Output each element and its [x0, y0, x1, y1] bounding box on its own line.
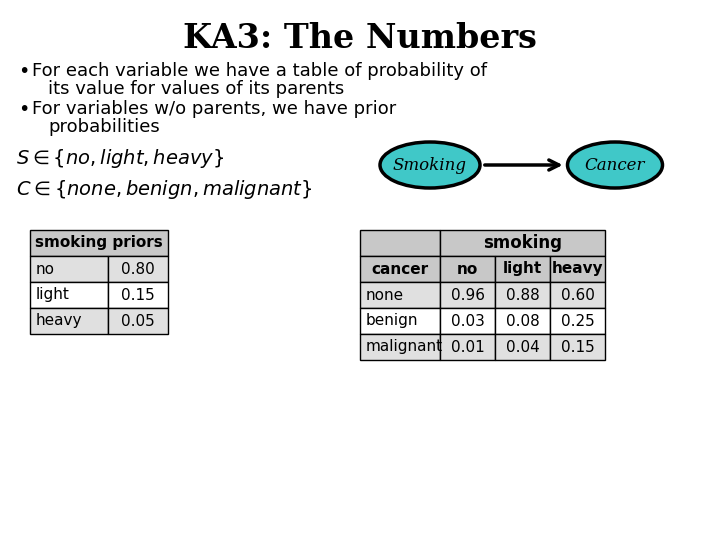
Text: Smoking: Smoking — [393, 157, 467, 173]
Bar — [495, 256, 550, 282]
Bar — [30, 282, 108, 308]
Bar — [108, 256, 168, 282]
Text: 0.80: 0.80 — [121, 261, 155, 276]
Text: •: • — [18, 100, 30, 119]
Bar — [360, 230, 440, 256]
Text: cancer: cancer — [372, 261, 428, 276]
Bar — [550, 308, 605, 334]
Bar — [495, 308, 550, 334]
Bar — [30, 230, 168, 256]
Text: 0.15: 0.15 — [561, 340, 595, 354]
Ellipse shape — [380, 142, 480, 188]
Text: KA3: The Numbers: KA3: The Numbers — [183, 22, 537, 55]
Bar — [440, 256, 495, 282]
Text: For each variable we have a table of probability of: For each variable we have a table of pro… — [32, 62, 487, 80]
Text: malignant: malignant — [366, 340, 443, 354]
Bar — [440, 308, 495, 334]
Bar — [550, 334, 605, 360]
Bar — [108, 308, 168, 334]
Text: no: no — [36, 261, 55, 276]
Bar — [550, 256, 605, 282]
Bar — [440, 282, 495, 308]
Text: its value for values of its parents: its value for values of its parents — [48, 80, 344, 98]
Bar — [30, 256, 108, 282]
Text: $S \in \{no, light, heavy\}$: $S \in \{no, light, heavy\}$ — [16, 147, 224, 170]
Text: 0.15: 0.15 — [121, 287, 155, 302]
Bar — [495, 334, 550, 360]
Bar — [360, 308, 440, 334]
Text: 0.05: 0.05 — [121, 314, 155, 328]
Text: 0.88: 0.88 — [505, 287, 539, 302]
Text: •: • — [18, 62, 30, 81]
Text: 0.04: 0.04 — [505, 340, 539, 354]
Text: Cancer: Cancer — [585, 157, 645, 173]
Text: For variables w/o parents, we have prior: For variables w/o parents, we have prior — [32, 100, 396, 118]
Text: 0.08: 0.08 — [505, 314, 539, 328]
Text: none: none — [366, 287, 404, 302]
Ellipse shape — [567, 142, 662, 188]
Bar — [108, 282, 168, 308]
Text: light: light — [36, 287, 70, 302]
Text: smoking priors: smoking priors — [35, 235, 163, 251]
Text: $C \in \{none, benign, malignant\}$: $C \in \{none, benign, malignant\}$ — [16, 178, 312, 201]
Text: benign: benign — [366, 314, 418, 328]
Bar — [440, 230, 605, 256]
Text: 0.60: 0.60 — [561, 287, 595, 302]
Text: heavy: heavy — [552, 261, 603, 276]
Bar — [550, 282, 605, 308]
Text: smoking: smoking — [483, 234, 562, 252]
Text: 0.96: 0.96 — [451, 287, 485, 302]
Text: 0.01: 0.01 — [451, 340, 485, 354]
Text: 0.03: 0.03 — [451, 314, 485, 328]
Bar — [440, 334, 495, 360]
Text: probabilities: probabilities — [48, 118, 160, 136]
Bar — [30, 308, 108, 334]
Bar — [360, 334, 440, 360]
Bar — [360, 282, 440, 308]
Text: heavy: heavy — [36, 314, 83, 328]
Text: light: light — [503, 261, 542, 276]
Text: 0.25: 0.25 — [561, 314, 595, 328]
Bar — [360, 256, 440, 282]
Text: no: no — [457, 261, 478, 276]
Bar — [495, 282, 550, 308]
